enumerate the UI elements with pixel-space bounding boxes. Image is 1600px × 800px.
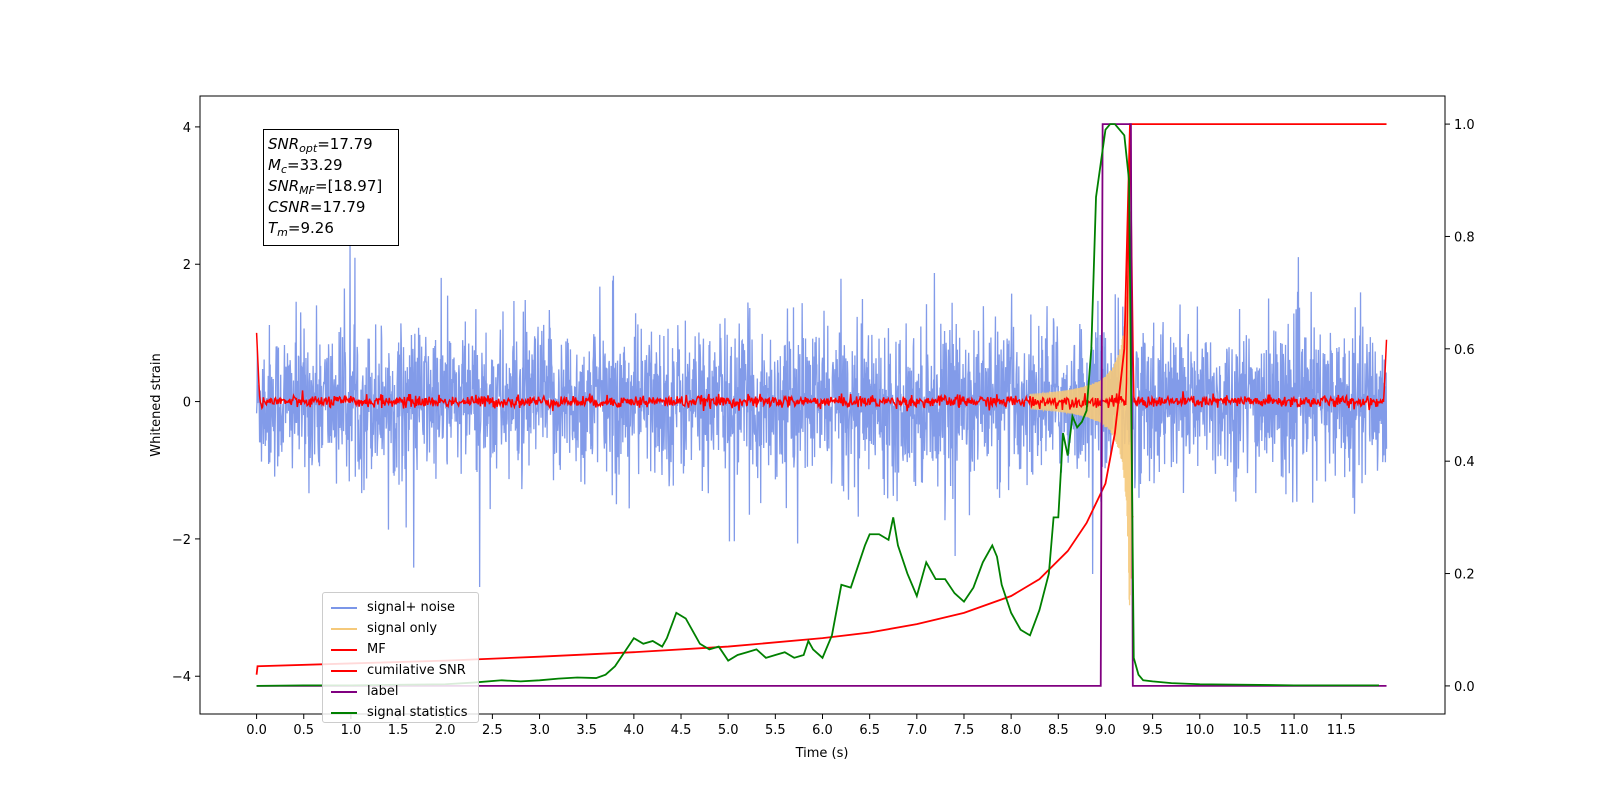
y2-tick-label: 0.6 — [1454, 343, 1475, 358]
series-label-line — [256, 123, 1387, 687]
x-tick-label: 0.5 — [293, 723, 314, 738]
legend-item: label — [331, 681, 478, 702]
annotation-value: =17.79 — [317, 135, 373, 153]
y2-tick-label: 0.2 — [1454, 568, 1475, 583]
x-tick-label: 2.0 — [435, 723, 456, 738]
legend-label: signal statistics — [367, 705, 468, 720]
x-tick-label: 4.0 — [624, 723, 645, 738]
annotation-subscript: MF — [299, 184, 315, 197]
x-tick-label: 7.5 — [954, 723, 975, 738]
x-tick-label: 6.0 — [812, 723, 833, 738]
x-tick-label: 9.5 — [1142, 723, 1163, 738]
legend-swatch — [331, 669, 357, 672]
x-tick-label: 3.5 — [576, 723, 597, 738]
annotation-subscript: opt — [299, 142, 318, 155]
legend-item: signal statistics — [331, 702, 478, 723]
y2-tick-label: 0.0 — [1454, 680, 1475, 695]
y-axis-label: Whitened strain — [149, 353, 164, 456]
x-tick-label: 0.0 — [246, 723, 267, 738]
legend-swatch — [331, 648, 357, 651]
x-tick-label: 11.5 — [1327, 723, 1356, 738]
y-tick-label: 0 — [183, 396, 191, 411]
legend-item: signal only — [331, 618, 478, 639]
legend-label: cumilative SNR — [367, 663, 466, 678]
annotation-symbol: CSNR — [268, 198, 310, 216]
series-signal-statistics-line — [256, 123, 1379, 687]
y2-tick-label: 1.0 — [1454, 118, 1475, 133]
legend-label: signal+ noise — [367, 600, 456, 615]
x-tick-label: 5.5 — [765, 723, 786, 738]
x-axis-label: Time (s) — [795, 746, 849, 761]
series-signal-only-line — [1029, 211, 1134, 606]
x-tick-label: 10.0 — [1185, 723, 1214, 738]
y2-tick-label: 0.4 — [1454, 455, 1475, 470]
x-tick-label: 8.0 — [1001, 723, 1022, 738]
annotation-subscript: c — [280, 163, 288, 176]
legend-swatch — [331, 627, 357, 630]
y2-tick-label: 0.8 — [1454, 230, 1475, 245]
y-tick-label: 2 — [183, 258, 191, 273]
annotation-line: Tm=9.26 — [268, 218, 398, 239]
legend-swatch — [331, 606, 357, 609]
x-tick-label: 10.5 — [1232, 723, 1261, 738]
x-tick-label: 11.0 — [1280, 723, 1309, 738]
series-signal-noise-line — [255, 244, 1388, 587]
legend-swatch — [331, 711, 357, 714]
y-tick-label: −2 — [172, 533, 191, 548]
x-tick-label: 8.5 — [1048, 723, 1069, 738]
y-tick-label: −4 — [172, 670, 191, 685]
series-mf-line — [255, 144, 1388, 412]
annotation-value: =33.29 — [287, 156, 343, 174]
legend-label: MF — [367, 642, 386, 657]
legend-label: signal only — [367, 621, 438, 636]
stats-annotation-box: SNRopt=17.79 Mc=33.29 SNRMF=[18.97] CSNR=17… — [263, 129, 399, 246]
annotation-line: SNRopt=17.79 — [268, 134, 398, 155]
annotation-symbol: SNR — [268, 135, 300, 153]
annotation-symbol: M — [268, 156, 281, 174]
annotation-symbol: T — [268, 219, 278, 237]
annotation-line: SNRMF=[18.97] — [268, 176, 398, 197]
legend-item: MF — [331, 639, 478, 660]
x-tick-label: 6.5 — [859, 723, 880, 738]
legend-label: label — [367, 684, 399, 699]
x-tick-label: 4.5 — [671, 723, 692, 738]
annotation-value: =9.26 — [287, 219, 334, 237]
legend-item: signal+ noise — [331, 597, 478, 618]
axes-layer: 0.0 0.5 1.0 1.5 2.0 2.5 3.0 3.5 4.0 4.5 5.0 5.5 6.0 6… — [172, 118, 1475, 738]
annotation-line: Mc=33.29 — [268, 155, 398, 176]
annotation-value: =17.79 — [309, 198, 366, 216]
legend-item: cumilative SNR — [331, 660, 478, 681]
x-tick-label: 1.0 — [341, 723, 362, 738]
y-tick-label: 4 — [183, 121, 191, 136]
x-tick-label: 9.0 — [1095, 723, 1116, 738]
legend-swatch — [331, 690, 357, 693]
legend: signal+ noise signal only MF cumilative SNR… — [322, 592, 479, 723]
x-tick-label: 7.0 — [906, 723, 927, 738]
x-tick-label: 3.0 — [529, 723, 550, 738]
annotation-subscript: m — [277, 226, 288, 239]
annotation-value: =[18.97] — [315, 177, 383, 195]
annotation-symbol: SNR — [268, 177, 300, 195]
x-tick-label: 1.5 — [388, 723, 409, 738]
annotation-line: CSNR=17.79 — [268, 197, 398, 218]
x-tick-label: 5.0 — [718, 723, 739, 738]
x-tick-label: 2.5 — [482, 723, 503, 738]
